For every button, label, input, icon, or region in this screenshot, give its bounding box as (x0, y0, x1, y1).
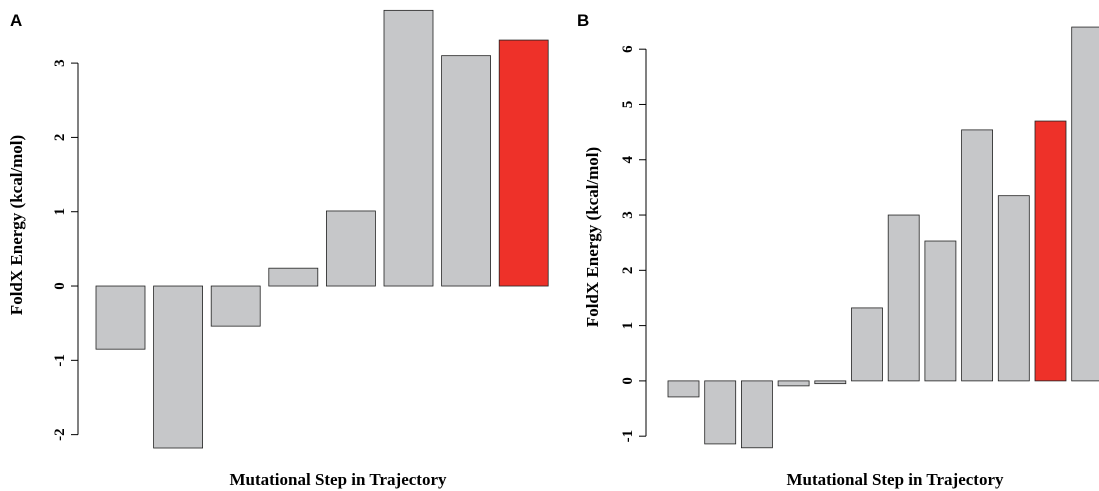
bar (741, 380, 773, 449)
y-axis-title: FoldX Energy (kcal/mol) (583, 147, 602, 327)
bar (961, 129, 993, 382)
y-tick-label: 2 (620, 267, 636, 275)
y-tick-label: -2 (52, 428, 68, 441)
bar (1071, 26, 1099, 382)
bar (441, 55, 492, 287)
panel-label: B (577, 11, 589, 30)
y-tick-label: 6 (620, 45, 636, 53)
y-tick-label: 0 (52, 282, 68, 290)
y-axis-title: FoldX Energy (kcal/mol) (7, 135, 26, 315)
y-tick-label: 3 (620, 211, 636, 219)
bar (704, 380, 737, 445)
y-tick-label: -1 (620, 430, 636, 443)
bar (887, 214, 920, 382)
y-tick-label: 5 (620, 101, 636, 109)
bar (924, 240, 957, 382)
x-axis-title: Mutational Step in Trajectory (229, 470, 447, 489)
bar (325, 210, 376, 287)
x-axis-title: Mutational Step in Trajectory (786, 470, 1004, 489)
bar (1034, 120, 1067, 382)
y-tick-label: 0 (620, 377, 636, 385)
bar (95, 285, 146, 350)
y-tick-label: 2 (52, 134, 68, 142)
bar (667, 380, 700, 398)
y-tick-label: 1 (52, 208, 68, 216)
y-tick-label: 3 (52, 59, 68, 66)
y-tick-label: 4 (620, 156, 636, 164)
bar (851, 307, 883, 382)
bar (814, 380, 847, 385)
bar (498, 39, 549, 287)
y-tick-label: 1 (620, 322, 636, 330)
bar (997, 195, 1030, 382)
bar (383, 9, 434, 287)
bar (268, 267, 319, 287)
panel-label: A (10, 11, 22, 30)
bar (153, 285, 204, 449)
bar (210, 285, 261, 327)
y-tick-label: -1 (52, 354, 68, 367)
bar (777, 380, 810, 387)
